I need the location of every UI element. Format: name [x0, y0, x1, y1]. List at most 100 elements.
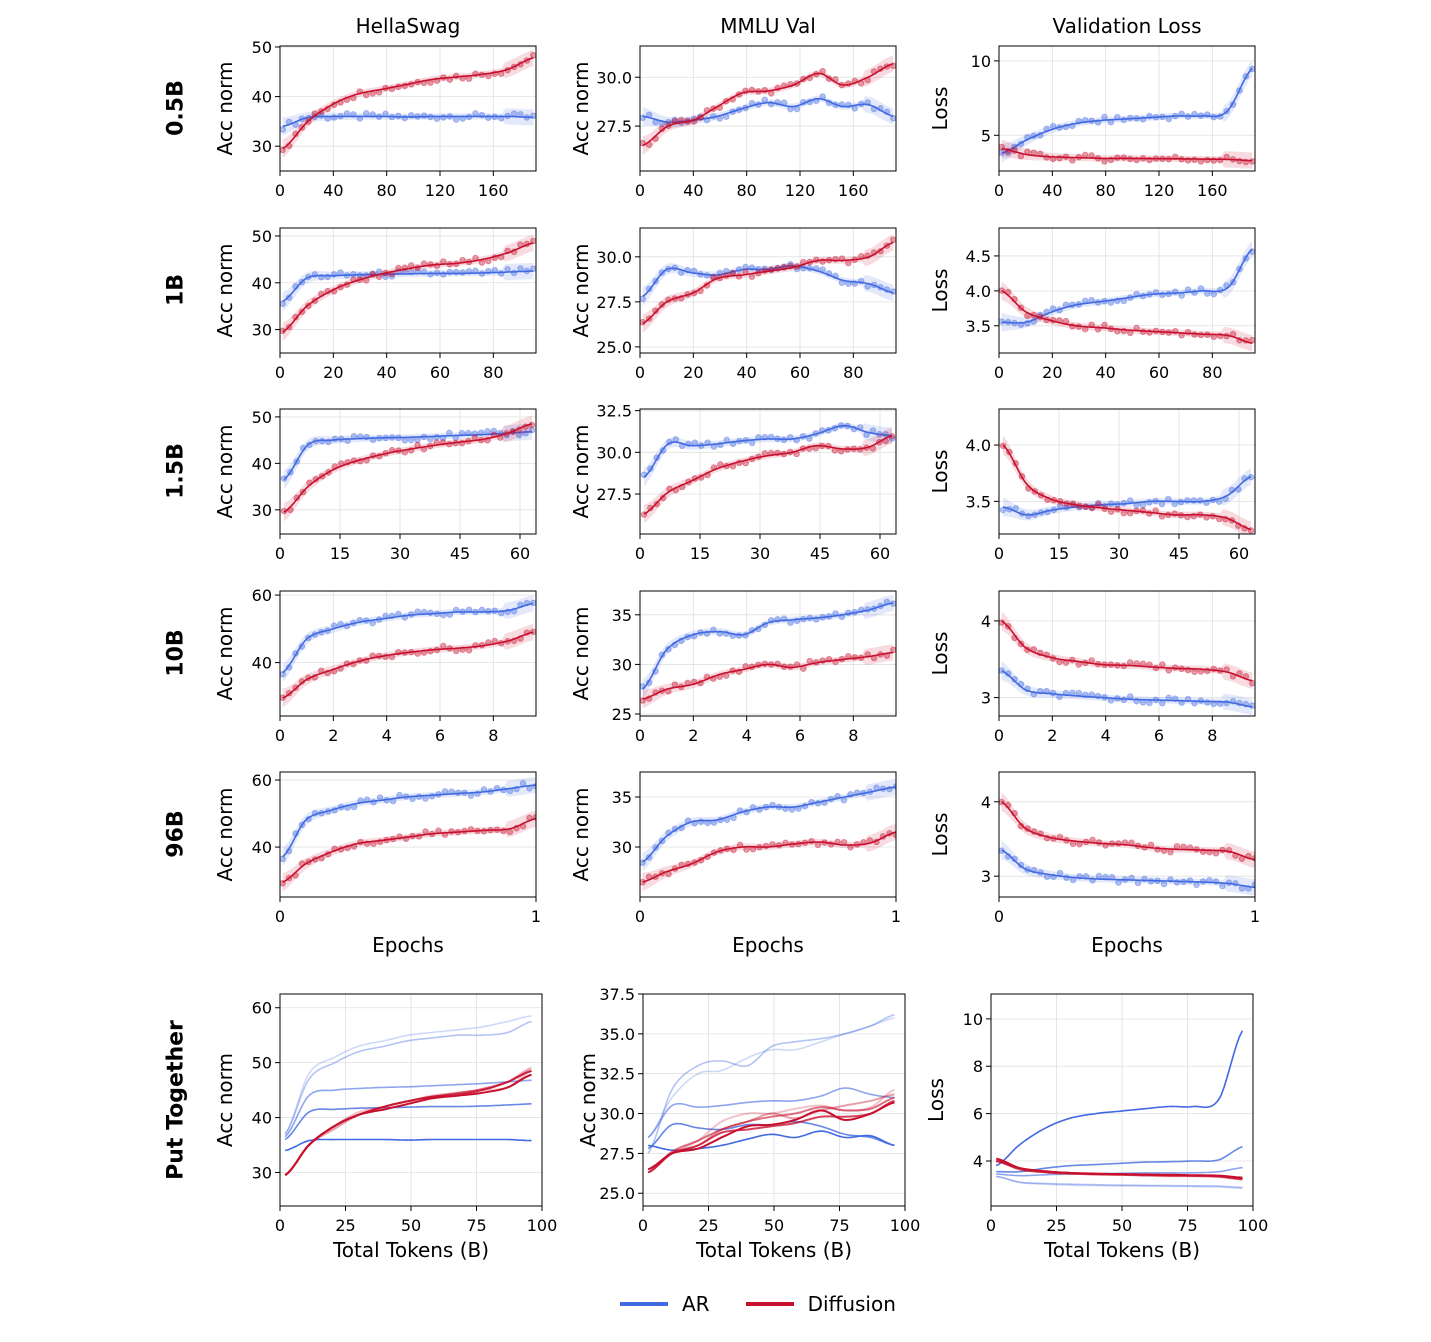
- series-line-diffusion: [1001, 620, 1253, 682]
- band-diffusion: [642, 55, 894, 155]
- y-axis-label: Acc norm: [569, 244, 593, 338]
- y-tick-label: 3: [981, 867, 991, 886]
- x-tick-label: 60: [870, 544, 890, 563]
- series-line-diffusion-10B: [647, 1093, 895, 1171]
- plot-area: [640, 55, 896, 155]
- y-axis-label: Loss: [928, 87, 952, 131]
- band-diffusion: [282, 624, 534, 708]
- x-tick-label: 4: [742, 726, 752, 745]
- band-diffusion: [1003, 435, 1251, 534]
- scatter-point-diffusion: [1126, 659, 1134, 666]
- axes-frame: [639, 408, 897, 535]
- scatter-point-diffusion: [1249, 679, 1255, 687]
- series-line-diffusion: [1001, 801, 1255, 861]
- band-diffusion: [1001, 792, 1255, 868]
- x-tick-label: 100: [1238, 1216, 1269, 1235]
- x-tick-label: 75: [829, 1216, 849, 1235]
- x-tick-label: 8: [1207, 726, 1217, 745]
- subplot-96B-Validation Loss: 0 1 3 4 Loss Epochs: [928, 771, 1260, 957]
- scatter-point-ar: [665, 645, 672, 653]
- x-tick-label: 0: [994, 907, 1004, 926]
- scatter-point-ar: [1146, 699, 1153, 707]
- y-tick-label: 60: [252, 586, 272, 605]
- scatter-point-ar: [1193, 881, 1200, 889]
- series-line-ar-1B: [996, 1146, 1243, 1173]
- x-tick-label: 0: [635, 726, 645, 745]
- subplot-Put Together-HellaSwag: 0 25 50 75 100 30 40 50 60 Acc norm Total Tokens (…: [213, 993, 558, 1262]
- series-line-ar: [1001, 849, 1255, 889]
- scatter-point-ar: [999, 318, 1005, 325]
- series-line-diffusion-0.5B: [647, 1101, 895, 1171]
- band-ar: [1001, 60, 1253, 163]
- axes-frame: [639, 227, 897, 354]
- scatter-point-ar: [1219, 882, 1226, 890]
- y-tick-label: 8: [973, 1057, 983, 1076]
- row-label-1b: 1B: [163, 273, 189, 307]
- y-tick-label: 27.5: [596, 117, 632, 136]
- plot-area: [280, 595, 536, 708]
- y-tick-label: 35: [612, 606, 632, 625]
- scatter-point-ar: [472, 110, 479, 117]
- series-line-ar: [1002, 475, 1252, 516]
- x-tick-label: 25: [335, 1216, 355, 1235]
- band-diffusion: [642, 823, 896, 892]
- series-line-ar-96B: [284, 1015, 532, 1135]
- series-line-ar-10B: [996, 1175, 1243, 1189]
- scatter-point-diffusion: [1173, 842, 1181, 850]
- x-tick-label: 0: [994, 726, 1004, 745]
- y-tick-label: 10: [971, 52, 991, 71]
- plot-area: [280, 49, 536, 159]
- scatter-point-ar: [1101, 113, 1108, 121]
- x-tick-label: 100: [527, 1216, 558, 1235]
- y-tick-label: 30: [252, 137, 272, 156]
- plot-area: [284, 1015, 532, 1176]
- scatter-point-ar: [452, 116, 460, 123]
- x-tick-label: 15: [690, 544, 710, 563]
- x-tick-label: 0: [635, 907, 645, 926]
- plot-area: [999, 435, 1255, 534]
- series-line-diffusion-1.5B: [284, 1069, 532, 1176]
- y-tick-label: 6: [973, 1105, 983, 1124]
- scatter-point-diffusion: [748, 273, 756, 280]
- legend-swatch-ar: [620, 1302, 668, 1306]
- x-tick-label: 45: [810, 544, 830, 563]
- band-diffusion: [642, 234, 894, 333]
- subplot-1B-Validation Loss: 0 20 40 60 80 3.5 4.0 4.5 Loss: [928, 227, 1256, 382]
- band-ar: [282, 595, 534, 683]
- scatter-point-ar: [640, 295, 646, 303]
- axes-frame: [998, 590, 1256, 717]
- row-label-put-together: Put Together: [163, 1020, 189, 1180]
- x-tick-label: 25: [698, 1216, 718, 1235]
- subplot-1B-MMLU Val: 0 20 40 60 80 25.0 27.5 30.0Acc norm: [569, 227, 897, 382]
- y-tick-label: 30.0: [596, 248, 632, 267]
- plot-area: [640, 778, 896, 892]
- x-tick-label: 2: [328, 726, 338, 745]
- band-ar: [282, 776, 536, 867]
- band-diffusion: [284, 415, 532, 522]
- x-tick-label: 40: [1042, 181, 1062, 200]
- row-label-0-5b: 0.5B: [163, 80, 189, 136]
- plot-area: [640, 422, 896, 524]
- band-diffusion: [642, 644, 894, 709]
- x-tick-label: 1: [891, 907, 901, 926]
- scatter-point-ar: [422, 795, 429, 802]
- subplot-0.5B-HellaSwag: 0 40 80 120 160 30 40 50 Acc norm: [213, 38, 537, 200]
- scatter-point-ar: [890, 114, 896, 122]
- x-tick-label: 0: [994, 363, 1004, 382]
- axes-frame: [639, 771, 897, 898]
- scatter-point-diffusion: [1204, 156, 1211, 164]
- scatter-point-ar: [285, 294, 293, 301]
- y-axis-label: Acc norm: [569, 425, 593, 519]
- band-diffusion: [1001, 611, 1253, 689]
- scatter-point-diffusion: [1249, 158, 1255, 165]
- y-tick-label: 40: [252, 838, 272, 857]
- y-tick-label: 4: [973, 1152, 983, 1171]
- x-tick-label: 0: [275, 1216, 285, 1235]
- scatter-point-ar: [459, 269, 466, 276]
- series-line-ar: [1001, 67, 1253, 154]
- y-tick-label: 5: [981, 126, 991, 145]
- plot-area: [647, 1013, 895, 1174]
- series-line-ar-1.5B: [284, 1079, 532, 1138]
- series-line-diffusion: [1001, 147, 1253, 162]
- x-tick-label: 100: [890, 1216, 921, 1235]
